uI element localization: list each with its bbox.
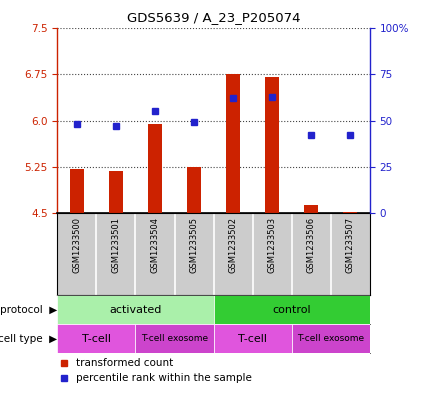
Text: cell type  ▶: cell type ▶ xyxy=(0,334,57,343)
Text: activated: activated xyxy=(109,305,162,315)
Bar xyxy=(226,74,240,213)
Bar xyxy=(57,324,136,353)
Text: GSM1233502: GSM1233502 xyxy=(229,217,238,273)
Text: GSM1233507: GSM1233507 xyxy=(346,217,355,274)
Bar xyxy=(136,324,213,353)
Bar xyxy=(304,205,318,213)
Text: control: control xyxy=(272,305,311,315)
Bar xyxy=(265,77,279,213)
Bar xyxy=(292,324,370,353)
Text: GSM1233503: GSM1233503 xyxy=(268,217,277,274)
Text: GSM1233505: GSM1233505 xyxy=(190,217,198,273)
Text: T-cell exosome: T-cell exosome xyxy=(297,334,364,343)
Text: GSM1233500: GSM1233500 xyxy=(72,217,82,273)
Bar xyxy=(109,171,123,213)
Bar xyxy=(57,295,213,324)
Bar xyxy=(213,295,370,324)
Bar xyxy=(213,324,292,353)
Text: T-cell exosome: T-cell exosome xyxy=(141,334,208,343)
Bar xyxy=(187,167,201,213)
Bar xyxy=(70,169,84,213)
Text: T-cell: T-cell xyxy=(238,334,267,343)
Bar xyxy=(148,124,162,213)
Text: T-cell: T-cell xyxy=(82,334,111,343)
Bar xyxy=(343,212,357,213)
Text: GSM1233501: GSM1233501 xyxy=(111,217,120,273)
Text: GSM1233504: GSM1233504 xyxy=(150,217,159,273)
Text: protocol  ▶: protocol ▶ xyxy=(0,305,57,315)
Title: GDS5639 / A_23_P205074: GDS5639 / A_23_P205074 xyxy=(127,11,300,24)
Text: percentile rank within the sample: percentile rank within the sample xyxy=(76,373,252,384)
Text: GSM1233506: GSM1233506 xyxy=(307,217,316,274)
Text: transformed count: transformed count xyxy=(76,358,173,368)
